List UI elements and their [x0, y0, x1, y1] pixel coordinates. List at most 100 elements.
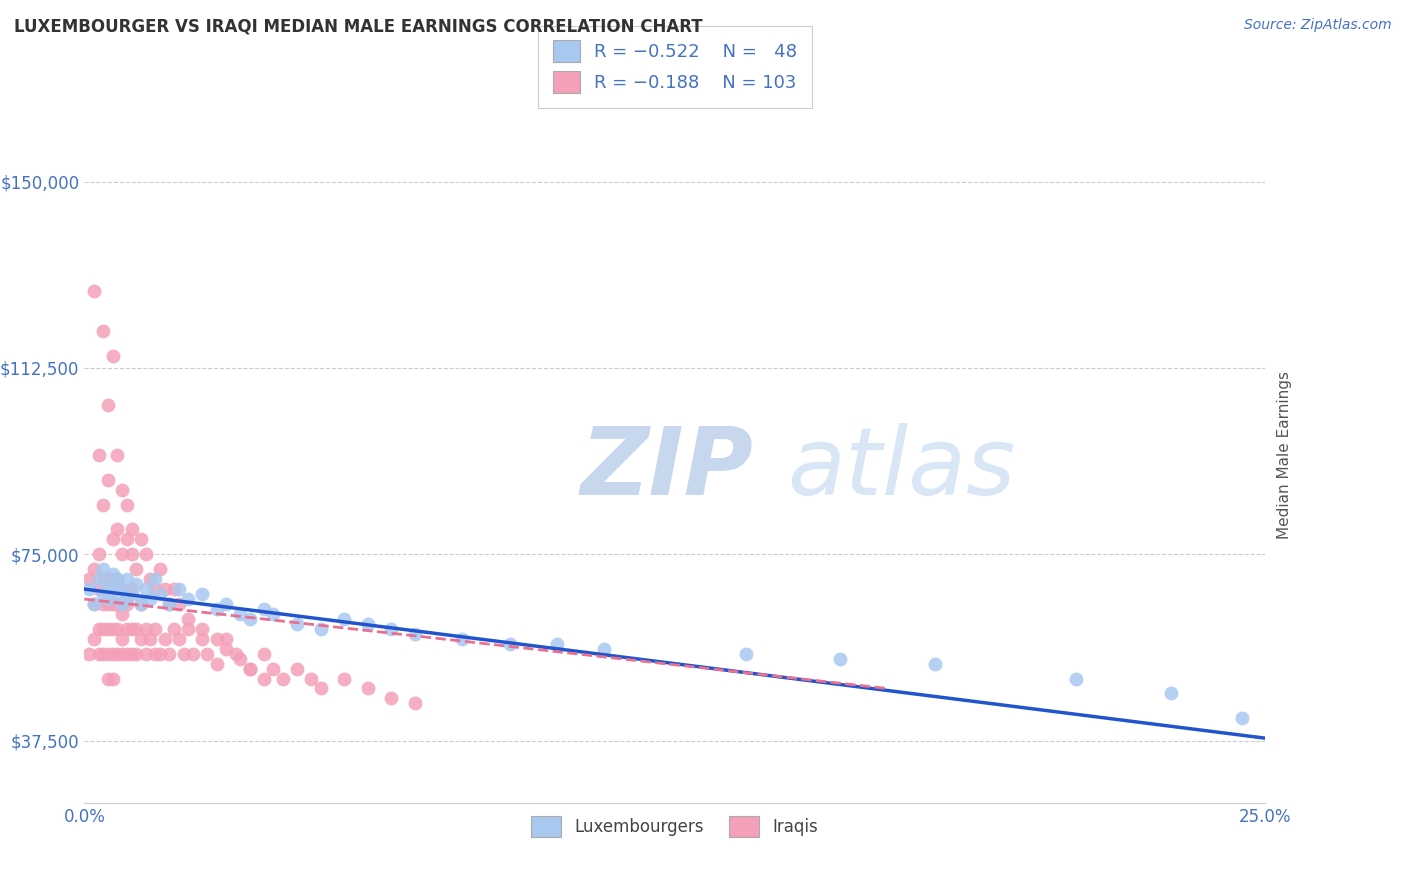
- Point: [111, 483, 134, 497]
- Point: [125, 622, 148, 636]
- Point: [97, 572, 120, 586]
- Point: [129, 597, 152, 611]
- Point: [149, 587, 172, 601]
- Point: [135, 582, 157, 596]
- Point: [404, 627, 426, 641]
- Point: [107, 572, 129, 586]
- Point: [1066, 672, 1088, 686]
- Point: [299, 672, 322, 686]
- Point: [111, 582, 134, 596]
- Point: [380, 622, 402, 636]
- Point: [125, 562, 148, 576]
- Point: [111, 607, 134, 621]
- Point: [253, 647, 276, 661]
- Point: [91, 597, 114, 611]
- Point: [239, 662, 262, 676]
- Point: [87, 582, 110, 596]
- Point: [157, 597, 180, 611]
- Point: [153, 582, 176, 596]
- Point: [115, 647, 138, 661]
- Point: [229, 651, 252, 665]
- Point: [149, 647, 172, 661]
- Point: [107, 587, 129, 601]
- Point: [215, 632, 238, 646]
- Point: [83, 597, 105, 611]
- Point: [253, 672, 276, 686]
- Point: [239, 612, 262, 626]
- Point: [115, 622, 138, 636]
- Point: [191, 632, 214, 646]
- Point: [115, 592, 138, 607]
- Point: [215, 597, 238, 611]
- Point: [115, 533, 138, 547]
- Text: Source: ZipAtlas.com: Source: ZipAtlas.com: [1244, 18, 1392, 32]
- Point: [177, 612, 200, 626]
- Point: [285, 616, 308, 631]
- Point: [91, 498, 114, 512]
- Point: [107, 523, 129, 537]
- Point: [262, 607, 284, 621]
- Point: [139, 572, 162, 586]
- Legend: Luxembourgers, Iraqis: Luxembourgers, Iraqis: [524, 810, 825, 843]
- Point: [121, 582, 143, 596]
- Point: [121, 547, 143, 561]
- Point: [111, 647, 134, 661]
- Point: [87, 647, 110, 661]
- Point: [181, 647, 204, 661]
- Point: [101, 349, 124, 363]
- Point: [101, 597, 124, 611]
- Point: [91, 324, 114, 338]
- Point: [111, 597, 134, 611]
- Point: [91, 622, 114, 636]
- Point: [143, 647, 166, 661]
- Point: [593, 641, 616, 656]
- Point: [333, 672, 356, 686]
- Point: [91, 587, 114, 601]
- Point: [357, 681, 380, 696]
- Point: [163, 622, 186, 636]
- Point: [153, 632, 176, 646]
- Point: [262, 662, 284, 676]
- Point: [107, 622, 129, 636]
- Point: [135, 622, 157, 636]
- Point: [404, 697, 426, 711]
- Point: [101, 672, 124, 686]
- Point: [167, 597, 190, 611]
- Point: [101, 533, 124, 547]
- Point: [77, 572, 100, 586]
- Point: [173, 647, 195, 661]
- Point: [309, 622, 332, 636]
- Point: [135, 547, 157, 561]
- Point: [87, 448, 110, 462]
- Point: [143, 572, 166, 586]
- Point: [83, 597, 105, 611]
- Point: [546, 637, 568, 651]
- Point: [191, 587, 214, 601]
- Point: [143, 582, 166, 596]
- Point: [97, 473, 120, 487]
- Point: [191, 622, 214, 636]
- Point: [451, 632, 474, 646]
- Point: [107, 572, 129, 586]
- Point: [309, 681, 332, 696]
- Point: [149, 562, 172, 576]
- Point: [111, 582, 134, 596]
- Point: [177, 592, 200, 607]
- Point: [498, 637, 520, 651]
- Point: [77, 582, 100, 596]
- Point: [1160, 686, 1182, 700]
- Point: [111, 632, 134, 646]
- Point: [215, 641, 238, 656]
- Point: [83, 284, 105, 298]
- Point: [129, 632, 152, 646]
- Point: [97, 592, 120, 607]
- Point: [253, 602, 276, 616]
- Point: [167, 632, 190, 646]
- Point: [139, 632, 162, 646]
- Point: [924, 657, 946, 671]
- Point: [143, 622, 166, 636]
- Point: [101, 572, 124, 586]
- Point: [195, 647, 218, 661]
- Point: [121, 587, 143, 601]
- Point: [129, 533, 152, 547]
